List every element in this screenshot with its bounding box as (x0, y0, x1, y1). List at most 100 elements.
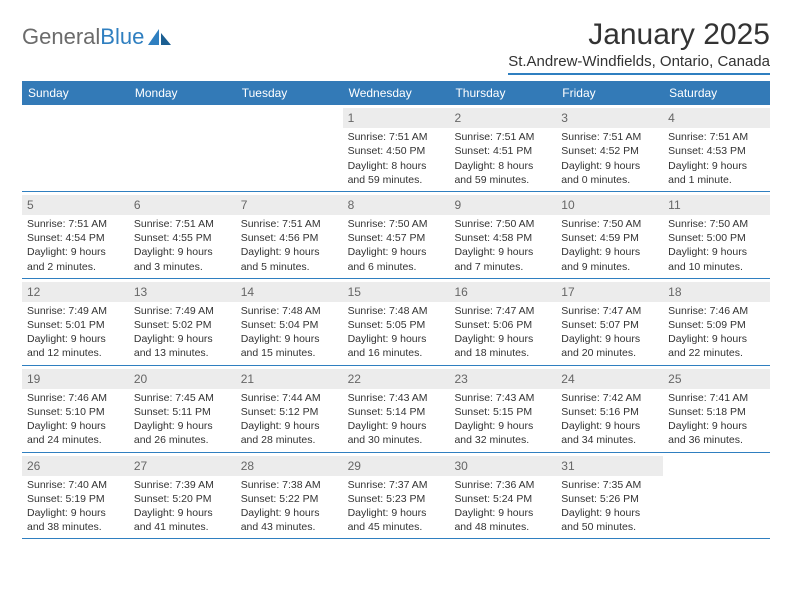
daylight-text: Daylight: 9 hours and 0 minutes. (561, 159, 658, 187)
sunset-text: Sunset: 4:50 PM (348, 144, 445, 158)
day-cell: 3Sunrise: 7:51 AMSunset: 4:52 PMDaylight… (556, 105, 663, 191)
day-number: 25 (663, 369, 770, 389)
sunset-text: Sunset: 5:18 PM (668, 405, 765, 419)
daylight-text: Daylight: 9 hours and 10 minutes. (668, 245, 765, 273)
sunset-text: Sunset: 5:10 PM (27, 405, 124, 419)
daylight-text: Daylight: 9 hours and 38 minutes. (27, 506, 124, 534)
day-cell: 12Sunrise: 7:49 AMSunset: 5:01 PMDayligh… (22, 279, 129, 365)
sunset-text: Sunset: 4:52 PM (561, 144, 658, 158)
sunrise-text: Sunrise: 7:47 AM (454, 304, 551, 318)
sunset-text: Sunset: 5:07 PM (561, 318, 658, 332)
day-number: 24 (556, 369, 663, 389)
day-content: Sunrise: 7:51 AMSunset: 4:52 PMDaylight:… (561, 130, 658, 187)
day-cell: 10Sunrise: 7:50 AMSunset: 4:59 PMDayligh… (556, 192, 663, 278)
daylight-text: Daylight: 8 hours and 59 minutes. (454, 159, 551, 187)
sunset-text: Sunset: 4:58 PM (454, 231, 551, 245)
sunrise-text: Sunrise: 7:48 AM (241, 304, 338, 318)
sunrise-text: Sunrise: 7:48 AM (348, 304, 445, 318)
daylight-text: Daylight: 9 hours and 12 minutes. (27, 332, 124, 360)
day-number: 19 (22, 369, 129, 389)
day-content: Sunrise: 7:38 AMSunset: 5:22 PMDaylight:… (241, 478, 338, 535)
day-cell: 4Sunrise: 7:51 AMSunset: 4:53 PMDaylight… (663, 105, 770, 191)
weekday-header: Tuesday (236, 81, 343, 105)
day-number: 12 (22, 282, 129, 302)
daylight-text: Daylight: 9 hours and 6 minutes. (348, 245, 445, 273)
sunrise-text: Sunrise: 7:38 AM (241, 478, 338, 492)
day-content: Sunrise: 7:47 AMSunset: 5:06 PMDaylight:… (454, 304, 551, 361)
day-content: Sunrise: 7:49 AMSunset: 5:02 PMDaylight:… (134, 304, 231, 361)
day-content: Sunrise: 7:36 AMSunset: 5:24 PMDaylight:… (454, 478, 551, 535)
sunrise-text: Sunrise: 7:50 AM (668, 217, 765, 231)
day-number: 26 (22, 456, 129, 476)
sunset-text: Sunset: 5:00 PM (668, 231, 765, 245)
day-cell: 28Sunrise: 7:38 AMSunset: 5:22 PMDayligh… (236, 453, 343, 539)
day-content: Sunrise: 7:48 AMSunset: 5:04 PMDaylight:… (241, 304, 338, 361)
day-cell: 6Sunrise: 7:51 AMSunset: 4:55 PMDaylight… (129, 192, 236, 278)
sunrise-text: Sunrise: 7:44 AM (241, 391, 338, 405)
day-cell: 8Sunrise: 7:50 AMSunset: 4:57 PMDaylight… (343, 192, 450, 278)
day-number: 3 (556, 108, 663, 128)
title-block: January 2025 St.Andrew-Windfields, Ontar… (508, 18, 770, 75)
day-cell: 2Sunrise: 7:51 AMSunset: 4:51 PMDaylight… (449, 105, 556, 191)
day-number: 14 (236, 282, 343, 302)
day-cell: 19Sunrise: 7:46 AMSunset: 5:10 PMDayligh… (22, 366, 129, 452)
day-content: Sunrise: 7:51 AMSunset: 4:55 PMDaylight:… (134, 217, 231, 274)
sunset-text: Sunset: 5:04 PM (241, 318, 338, 332)
weekday-header-row: Sunday Monday Tuesday Wednesday Thursday… (22, 81, 770, 105)
sunset-text: Sunset: 4:55 PM (134, 231, 231, 245)
day-cell (129, 105, 236, 191)
logo-sail-icon (147, 27, 173, 47)
daylight-text: Daylight: 9 hours and 7 minutes. (454, 245, 551, 273)
day-content: Sunrise: 7:50 AMSunset: 4:58 PMDaylight:… (454, 217, 551, 274)
day-content: Sunrise: 7:37 AMSunset: 5:23 PMDaylight:… (348, 478, 445, 535)
sunrise-text: Sunrise: 7:47 AM (561, 304, 658, 318)
sunrise-text: Sunrise: 7:42 AM (561, 391, 658, 405)
day-content: Sunrise: 7:50 AMSunset: 4:57 PMDaylight:… (348, 217, 445, 274)
logo-text-blue: Blue (100, 24, 144, 50)
location-subtitle: St.Andrew-Windfields, Ontario, Canada (508, 53, 770, 70)
daylight-text: Daylight: 9 hours and 20 minutes. (561, 332, 658, 360)
sunrise-text: Sunrise: 7:50 AM (561, 217, 658, 231)
sunset-text: Sunset: 5:02 PM (134, 318, 231, 332)
day-cell: 23Sunrise: 7:43 AMSunset: 5:15 PMDayligh… (449, 366, 556, 452)
day-content: Sunrise: 7:50 AMSunset: 4:59 PMDaylight:… (561, 217, 658, 274)
sunrise-text: Sunrise: 7:43 AM (348, 391, 445, 405)
day-content: Sunrise: 7:48 AMSunset: 5:05 PMDaylight:… (348, 304, 445, 361)
day-cell: 24Sunrise: 7:42 AMSunset: 5:16 PMDayligh… (556, 366, 663, 452)
sunrise-text: Sunrise: 7:36 AM (454, 478, 551, 492)
day-number: 30 (449, 456, 556, 476)
daylight-text: Daylight: 9 hours and 13 minutes. (134, 332, 231, 360)
day-cell: 13Sunrise: 7:49 AMSunset: 5:02 PMDayligh… (129, 279, 236, 365)
day-content: Sunrise: 7:51 AMSunset: 4:53 PMDaylight:… (668, 130, 765, 187)
day-content: Sunrise: 7:41 AMSunset: 5:18 PMDaylight:… (668, 391, 765, 448)
sunset-text: Sunset: 4:59 PM (561, 231, 658, 245)
sunset-text: Sunset: 4:53 PM (668, 144, 765, 158)
sunrise-text: Sunrise: 7:43 AM (454, 391, 551, 405)
day-number: 21 (236, 369, 343, 389)
daylight-text: Daylight: 9 hours and 15 minutes. (241, 332, 338, 360)
sunrise-text: Sunrise: 7:50 AM (454, 217, 551, 231)
day-number: 20 (129, 369, 236, 389)
sunset-text: Sunset: 5:15 PM (454, 405, 551, 419)
sunset-text: Sunset: 5:05 PM (348, 318, 445, 332)
daylight-text: Daylight: 9 hours and 18 minutes. (454, 332, 551, 360)
week-row: 19Sunrise: 7:46 AMSunset: 5:10 PMDayligh… (22, 366, 770, 453)
daylight-text: Daylight: 9 hours and 5 minutes. (241, 245, 338, 273)
daylight-text: Daylight: 9 hours and 30 minutes. (348, 419, 445, 447)
week-row: 1Sunrise: 7:51 AMSunset: 4:50 PMDaylight… (22, 105, 770, 192)
day-cell: 21Sunrise: 7:44 AMSunset: 5:12 PMDayligh… (236, 366, 343, 452)
day-content: Sunrise: 7:42 AMSunset: 5:16 PMDaylight:… (561, 391, 658, 448)
sunrise-text: Sunrise: 7:45 AM (134, 391, 231, 405)
day-number: 8 (343, 195, 450, 215)
sunset-text: Sunset: 5:12 PM (241, 405, 338, 419)
day-cell: 14Sunrise: 7:48 AMSunset: 5:04 PMDayligh… (236, 279, 343, 365)
day-number: 11 (663, 195, 770, 215)
sunset-text: Sunset: 5:06 PM (454, 318, 551, 332)
daylight-text: Daylight: 9 hours and 1 minute. (668, 159, 765, 187)
day-cell: 18Sunrise: 7:46 AMSunset: 5:09 PMDayligh… (663, 279, 770, 365)
daylight-text: Daylight: 9 hours and 24 minutes. (27, 419, 124, 447)
calendar-grid: 1Sunrise: 7:51 AMSunset: 4:50 PMDaylight… (22, 105, 770, 539)
day-cell: 7Sunrise: 7:51 AMSunset: 4:56 PMDaylight… (236, 192, 343, 278)
day-content: Sunrise: 7:51 AMSunset: 4:54 PMDaylight:… (27, 217, 124, 274)
day-number: 31 (556, 456, 663, 476)
